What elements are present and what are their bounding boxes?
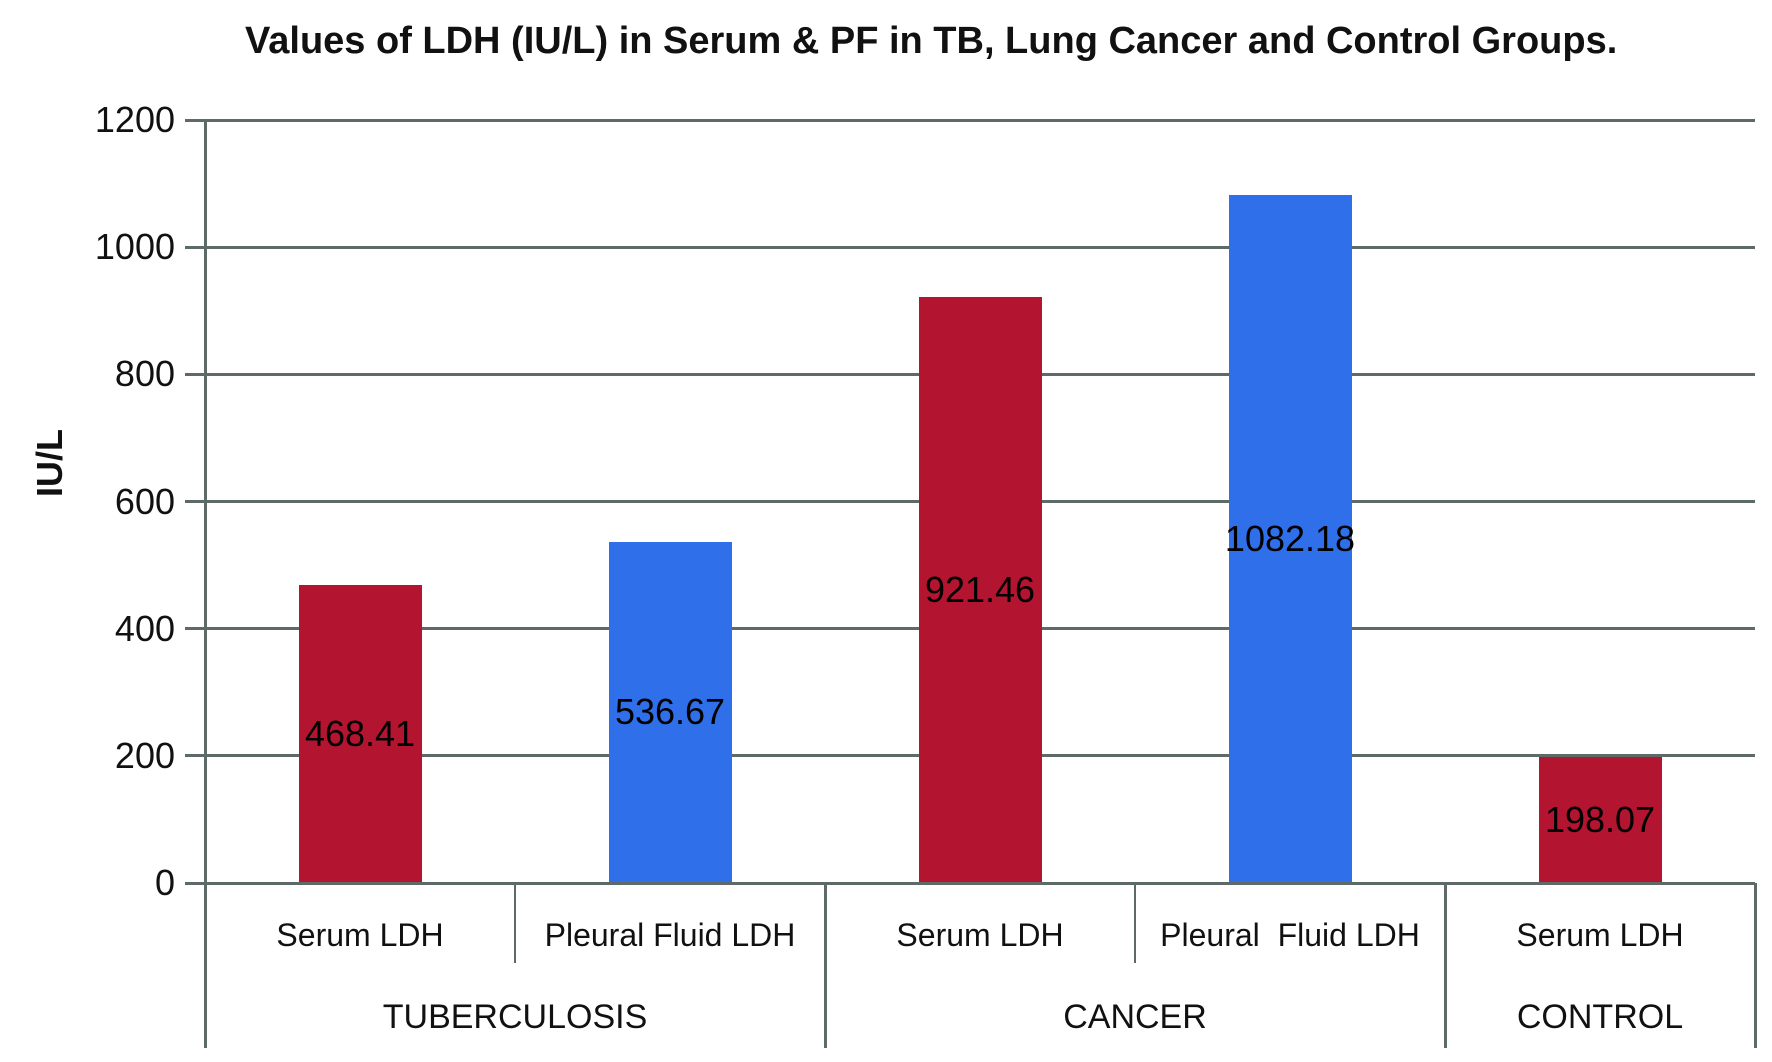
y-tick-1000 [185,245,205,249]
category-divider [514,883,516,963]
bar-value-label: 198.07 [1544,799,1656,841]
bar-value-label: 1082.18 [1224,517,1356,559]
x-category-label: Pleural Fluid LDH [544,917,796,953]
y-tick-label-1200: 1200 [94,99,175,140]
group-divider [823,883,827,1048]
y-tick-800 [185,372,205,376]
group-divider [203,883,207,1048]
chart-title: Values of LDH (IU/L) in Serum & PF in TB… [245,20,1618,62]
y-tick-1200 [185,118,205,122]
x-group-label: CANCER [1063,998,1207,1036]
bar-value-label: 921.46 [924,569,1036,611]
y-tick-label-600: 600 [114,480,175,522]
group-divider [1753,883,1757,1048]
y-tick-label-0: 0 [154,862,175,903]
x-category-label: Pleural Fluid LDH [1160,917,1420,953]
gridline-1000 [205,245,1755,249]
y-axis-line [203,120,207,885]
y-tick-600 [185,500,205,503]
y-tick-0 [185,881,205,885]
y-tick-label-400: 400 [114,607,175,649]
x-axis-baseline [205,881,1755,885]
y-tick-400 [185,627,205,631]
x-category-label: Serum LDH [276,917,444,953]
gridline-1200 [205,118,1755,122]
bar-tuberculosis-1 [298,585,422,883]
y-tick-label-800: 800 [114,353,175,395]
y-tick-label-1000: 1000 [94,226,175,268]
x-group-label: TUBERCULOSIS [382,998,648,1036]
x-group-label: CONTROL [1516,998,1684,1036]
category-divider [1134,883,1136,963]
bar-cancer-2 [1228,194,1352,883]
bar-cancer-1 [918,297,1042,883]
group-divider [1443,883,1447,1048]
bar-control-1 [1538,757,1662,883]
y-tick-label-200: 200 [114,734,175,776]
bar-value-label: 468.41 [304,713,416,755]
x-category-label: Serum LDH [1516,917,1684,953]
y-tick-200 [185,754,205,758]
bar-tuberculosis-2 [608,541,732,883]
x-category-label: Serum LDH [896,917,1064,953]
bar-value-label: 536.67 [614,691,726,733]
